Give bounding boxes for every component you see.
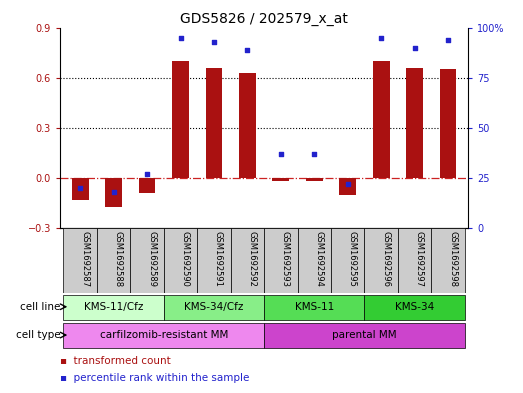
Bar <box>206 68 222 178</box>
Bar <box>172 61 189 178</box>
Text: ▪  percentile rank within the sample: ▪ percentile rank within the sample <box>60 373 249 383</box>
Bar <box>440 69 457 178</box>
Bar <box>264 295 365 320</box>
Bar <box>406 68 423 178</box>
Bar <box>197 228 231 293</box>
Bar <box>272 178 289 182</box>
Point <box>76 185 84 191</box>
Text: GSM1692593: GSM1692593 <box>281 231 290 287</box>
Bar <box>431 228 465 293</box>
Point <box>377 35 385 41</box>
Bar <box>365 295 465 320</box>
Bar <box>63 323 264 348</box>
Text: GSM1692589: GSM1692589 <box>147 231 156 287</box>
Text: KMS-34/Cfz: KMS-34/Cfz <box>184 302 244 312</box>
Text: parental MM: parental MM <box>332 330 397 340</box>
Bar <box>63 295 164 320</box>
Point <box>277 151 285 157</box>
Text: ▪  transformed count: ▪ transformed count <box>60 356 171 365</box>
Bar <box>164 295 264 320</box>
Text: GSM1692597: GSM1692597 <box>415 231 424 287</box>
Bar <box>72 178 88 200</box>
Point <box>143 171 151 177</box>
Point <box>176 35 185 41</box>
Point <box>310 151 319 157</box>
Bar <box>239 73 256 178</box>
Text: GSM1692595: GSM1692595 <box>348 231 357 287</box>
Bar <box>339 178 356 195</box>
Bar <box>139 178 155 193</box>
Text: KMS-11: KMS-11 <box>294 302 334 312</box>
Text: KMS-34: KMS-34 <box>395 302 434 312</box>
Text: GSM1692596: GSM1692596 <box>381 231 390 287</box>
Bar <box>264 228 298 293</box>
Text: GSM1692587: GSM1692587 <box>80 231 89 287</box>
Bar <box>398 228 431 293</box>
Point <box>210 39 218 45</box>
Text: GSM1692592: GSM1692592 <box>247 231 256 287</box>
Point <box>411 44 419 51</box>
Bar <box>164 228 197 293</box>
Text: cell type: cell type <box>16 330 60 340</box>
Bar <box>365 228 398 293</box>
Bar <box>373 61 390 178</box>
Point <box>344 181 352 187</box>
Bar <box>306 178 323 182</box>
Bar <box>97 228 130 293</box>
Text: carfilzomib-resistant MM: carfilzomib-resistant MM <box>99 330 228 340</box>
Title: GDS5826 / 202579_x_at: GDS5826 / 202579_x_at <box>180 13 348 26</box>
Point <box>243 46 252 53</box>
Text: GSM1692590: GSM1692590 <box>180 231 189 287</box>
Text: GSM1692588: GSM1692588 <box>113 231 123 287</box>
Bar <box>298 228 331 293</box>
Bar <box>331 228 365 293</box>
Bar <box>105 178 122 207</box>
Point <box>444 37 452 43</box>
Point <box>109 189 118 195</box>
Text: GSM1692594: GSM1692594 <box>314 231 323 287</box>
Bar <box>264 323 465 348</box>
Bar <box>130 228 164 293</box>
Bar <box>231 228 264 293</box>
Text: GSM1692598: GSM1692598 <box>448 231 457 287</box>
Text: cell line: cell line <box>20 302 60 312</box>
Text: GSM1692591: GSM1692591 <box>214 231 223 287</box>
Bar <box>63 228 97 293</box>
Text: KMS-11/Cfz: KMS-11/Cfz <box>84 302 143 312</box>
